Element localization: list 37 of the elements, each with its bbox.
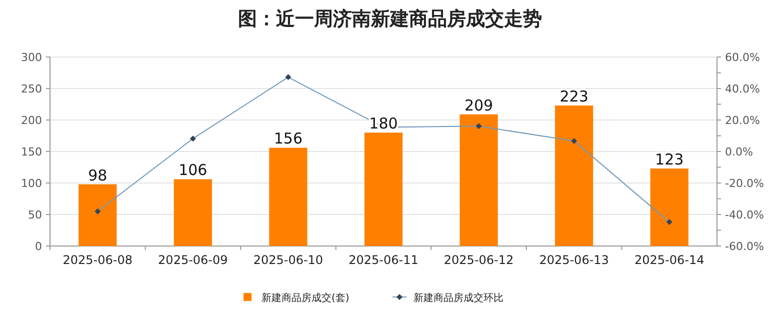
y2-tick-label: 40.0%: [725, 82, 760, 96]
y2-tick-label: -20.0%: [725, 177, 764, 190]
bar: [650, 168, 688, 246]
data-label: 223: [560, 88, 588, 106]
y2-tick-label: -40.0%: [725, 208, 764, 222]
bar: [78, 184, 117, 246]
data-label: 98: [88, 166, 108, 184]
legend-label: 新建商品房成交(套): [262, 292, 350, 304]
y-tick-label: 300: [21, 51, 42, 64]
x-tick-label: 2025-06-11: [348, 253, 418, 267]
bar: [460, 114, 498, 246]
chart-title: 图：近一周济南新建商品房成交走势: [238, 8, 542, 30]
bar: [174, 179, 212, 246]
y-tick-label: 100: [21, 177, 42, 190]
y2-tick-label: 0.0%: [725, 146, 753, 158]
y2-tick-label: 60.0%: [725, 51, 760, 64]
bar: [269, 148, 308, 246]
bar: [555, 106, 594, 246]
x-tick-label: 2025-06-14: [634, 253, 704, 267]
x-tick-label: 2025-06-13: [539, 253, 609, 267]
x-tick-label: 2025-06-09: [158, 253, 228, 267]
legend-label: 新建商品房成交环比: [414, 292, 504, 304]
y2-tick-label: -60.0%: [725, 240, 764, 253]
data-label: 156: [274, 130, 303, 148]
x-tick-label: 2025-06-10: [253, 253, 324, 267]
y-tick-label: 50: [28, 208, 42, 222]
y-tick-label: 150: [21, 146, 42, 158]
y2-tick-label: 20.0%: [725, 114, 760, 127]
y-tick-label: 200: [21, 114, 42, 127]
bar: [364, 132, 403, 246]
data-label: 123: [655, 150, 684, 169]
y-tick-label: 250: [21, 82, 42, 96]
x-tick-label: 2025-06-08: [62, 253, 133, 267]
data-label: 209: [464, 96, 494, 114]
data-label: 106: [178, 161, 208, 180]
y-tick-label: 0: [35, 240, 42, 253]
x-tick-label: 2025-06-12: [444, 253, 514, 267]
